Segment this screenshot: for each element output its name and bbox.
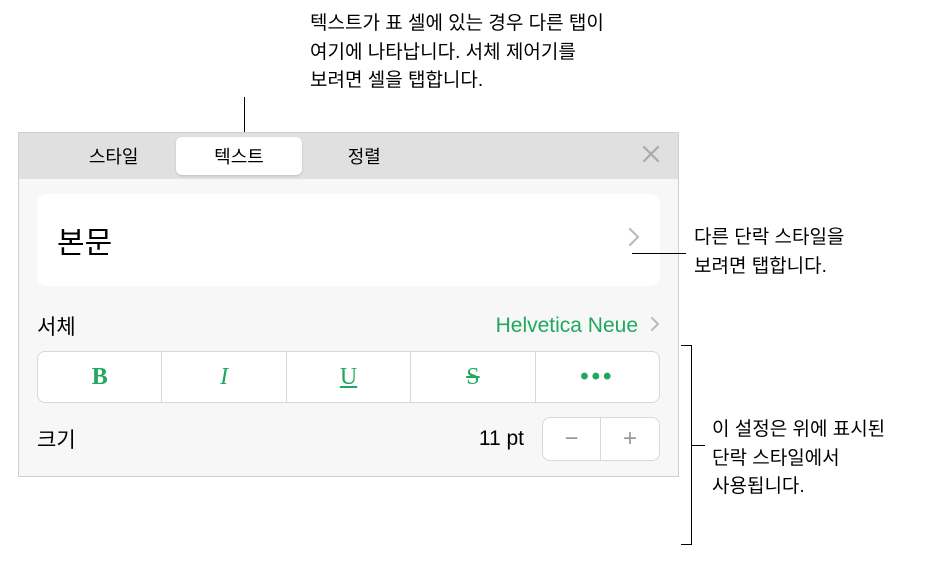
callout-leader-line <box>632 253 686 254</box>
font-row[interactable]: 서체 Helvetica Neue <box>37 301 660 351</box>
callout-text: 이 설정은 위에 표시된 <box>712 416 885 445</box>
font-section: 서체 Helvetica Neue B I U S ••• 크기 11 pt −… <box>19 301 678 476</box>
callout-text: 보려면 탭합니다. <box>694 253 844 282</box>
size-label: 크기 <box>37 424 76 454</box>
callout-leader-line <box>692 445 705 446</box>
callout-paragraph-style: 다른 단락 스타일을 보려면 탭합니다. <box>694 224 844 281</box>
callout-text: 다른 단락 스타일을 <box>694 224 844 253</box>
tab-style[interactable]: 스타일 <box>51 137 176 175</box>
size-minus-button[interactable]: − <box>543 418 601 460</box>
size-row: 크기 11 pt − + <box>37 403 660 461</box>
underline-button[interactable]: U <box>287 352 411 402</box>
bracket-icon <box>681 345 692 545</box>
callout-text: 보려면 셀을 탭합니다. <box>310 67 604 96</box>
callout-text: 단락 스타일에서 <box>712 445 885 474</box>
tab-bar: 스타일 텍스트 정렬 <box>19 133 678 179</box>
chevron-right-icon <box>628 227 640 253</box>
format-panel: 스타일 텍스트 정렬 본문 서체 Helvetica Neue B I U <box>18 132 679 477</box>
tabs-container: 스타일 텍스트 정렬 <box>49 135 429 177</box>
size-controls: 11 pt − + <box>479 417 660 461</box>
callout-font-settings: 이 설정은 위에 표시된 단락 스타일에서 사용됩니다. <box>712 416 885 502</box>
paragraph-style-row[interactable]: 본문 <box>37 194 660 286</box>
callout-text: 사용됩니다. <box>712 473 885 502</box>
strikethrough-button[interactable]: S <box>411 352 535 402</box>
size-stepper: − + <box>542 417 660 461</box>
callout-text: 텍스트가 표 셀에 있는 경우 다른 탭이 <box>310 10 604 39</box>
close-icon[interactable] <box>642 143 660 169</box>
callout-text: 여기에 나타납니다. 서체 제어기를 <box>310 39 604 68</box>
paragraph-style-name: 본문 <box>57 218 112 262</box>
format-buttons: B I U S ••• <box>37 351 660 403</box>
size-plus-button[interactable]: + <box>601 418 659 460</box>
font-label: 서체 <box>37 311 76 341</box>
callout-tab-hint: 텍스트가 표 셀에 있는 경우 다른 탭이 여기에 나타납니다. 서체 제어기를… <box>310 10 604 96</box>
size-value: 11 pt <box>479 427 524 451</box>
font-value: Helvetica Neue <box>496 314 638 338</box>
chevron-right-icon <box>650 316 660 337</box>
tab-text[interactable]: 텍스트 <box>176 137 301 175</box>
tab-align[interactable]: 정렬 <box>302 137 427 175</box>
bold-button[interactable]: B <box>38 352 162 402</box>
italic-button[interactable]: I <box>162 352 286 402</box>
more-button[interactable]: ••• <box>536 352 659 402</box>
